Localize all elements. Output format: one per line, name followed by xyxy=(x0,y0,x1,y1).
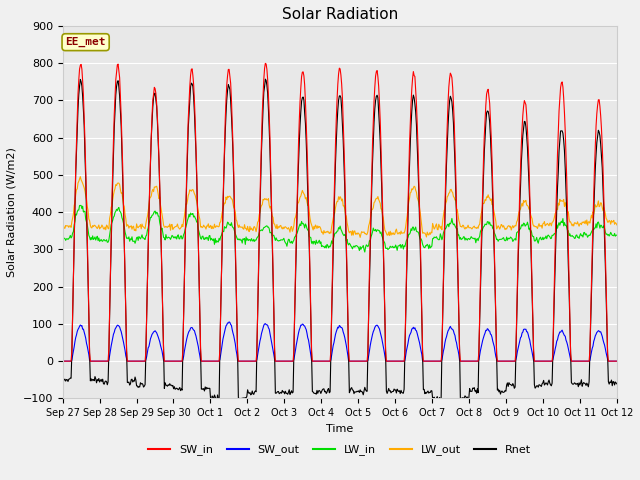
SW_out xyxy=(424,358,432,364)
SW_in xyxy=(182,201,190,206)
Rnet xyxy=(126,382,134,388)
SW_out xyxy=(225,319,233,325)
LW_out xyxy=(127,224,134,230)
Rnet xyxy=(409,97,417,103)
SW_out xyxy=(408,326,415,332)
SW_in xyxy=(424,358,432,364)
Line: SW_out: SW_out xyxy=(63,322,617,361)
Rnet xyxy=(211,394,219,400)
SW_in xyxy=(211,358,219,364)
Title: Solar Radiation: Solar Radiation xyxy=(282,7,398,22)
Line: SW_in: SW_in xyxy=(63,63,617,361)
LW_out xyxy=(409,187,417,192)
SW_out xyxy=(182,340,190,346)
SW_in xyxy=(59,358,67,364)
LW_out xyxy=(68,215,76,221)
SW_out xyxy=(613,358,621,364)
LW_in xyxy=(68,230,76,236)
LW_out xyxy=(183,202,191,207)
SW_in xyxy=(68,311,76,317)
LW_in xyxy=(409,224,417,230)
LW_out xyxy=(613,222,621,228)
Line: Rnet: Rnet xyxy=(63,79,617,402)
Rnet xyxy=(59,377,67,383)
Rnet xyxy=(613,381,621,387)
LW_in xyxy=(613,232,621,238)
LW_out xyxy=(356,235,364,240)
LW_out xyxy=(212,224,220,229)
LW_in xyxy=(127,236,134,241)
Text: EE_met: EE_met xyxy=(65,37,106,48)
LW_out xyxy=(77,174,84,180)
LW_in xyxy=(59,235,67,240)
LW_in xyxy=(425,246,433,252)
Line: LW_out: LW_out xyxy=(63,177,617,238)
Y-axis label: Solar Radiation (W/m2): Solar Radiation (W/m2) xyxy=(7,147,17,277)
Line: LW_in: LW_in xyxy=(63,205,617,252)
Rnet xyxy=(262,76,269,82)
Rnet xyxy=(213,399,221,405)
LW_in xyxy=(212,240,220,246)
LW_out xyxy=(425,232,433,238)
SW_in xyxy=(262,60,269,66)
SW_in xyxy=(408,86,415,92)
SW_out xyxy=(126,358,134,364)
Rnet xyxy=(425,390,433,396)
SW_in xyxy=(126,358,134,364)
X-axis label: Time: Time xyxy=(326,424,353,433)
LW_in xyxy=(183,221,191,227)
SW_in xyxy=(613,358,621,364)
SW_out xyxy=(211,358,219,364)
Rnet xyxy=(182,205,190,211)
SW_out xyxy=(68,352,76,358)
LW_in xyxy=(77,203,85,208)
Legend: SW_in, SW_out, LW_in, LW_out, Rnet: SW_in, SW_out, LW_in, LW_out, Rnet xyxy=(143,440,536,460)
SW_out xyxy=(59,358,67,364)
LW_in xyxy=(361,249,369,255)
Rnet xyxy=(68,313,76,319)
LW_out xyxy=(59,223,67,229)
